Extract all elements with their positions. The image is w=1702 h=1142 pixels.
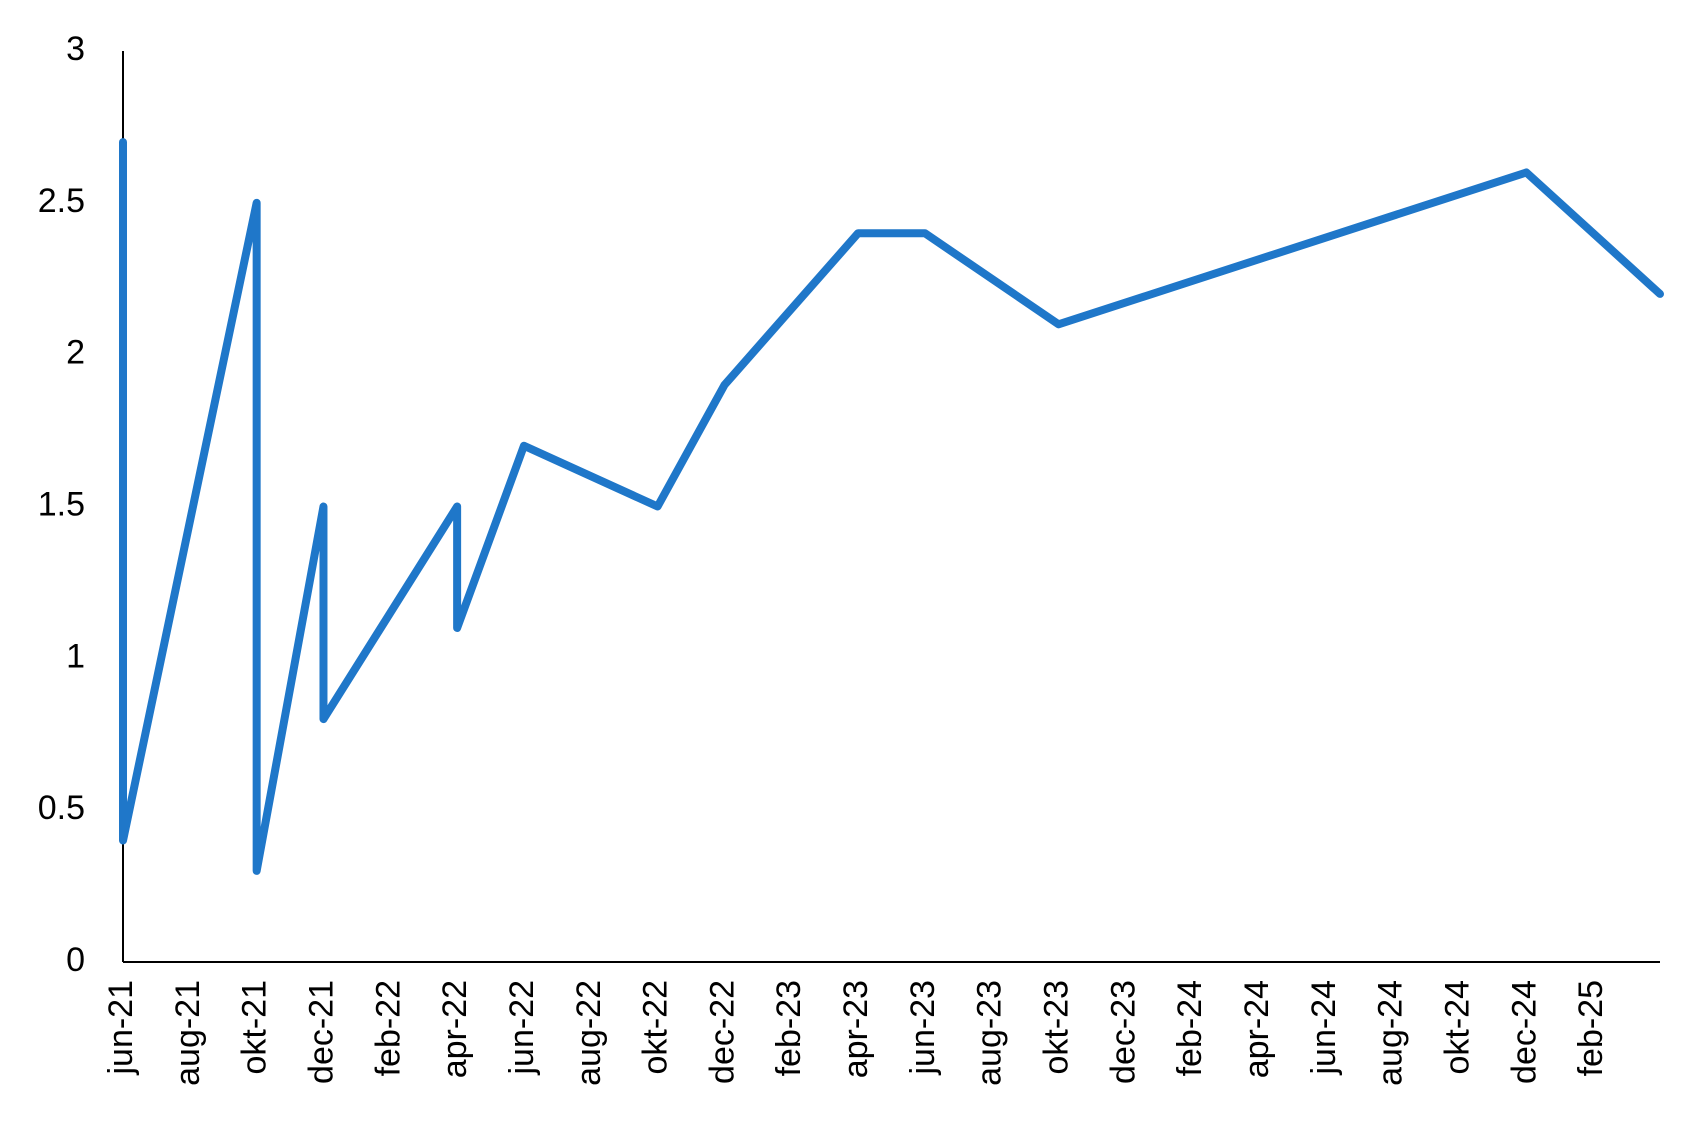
y-tick-label: 0.5 [38,789,85,827]
x-tick-label: feb-25 [1572,980,1610,1076]
x-tick-label: dec-22 [703,980,741,1084]
y-tick-label: 3 [66,30,85,68]
x-tick-label: apr-22 [436,980,474,1078]
x-tick-label: dec-23 [1104,980,1142,1084]
x-tick-label: feb-23 [770,980,808,1076]
y-tick-label: 1.5 [38,485,85,523]
x-tick-label: feb-24 [1171,980,1209,1076]
x-tick-label: aug-24 [1372,980,1410,1086]
x-tick-label: apr-24 [1238,980,1276,1078]
x-tick-label: jun-22 [503,980,541,1076]
x-tick-label: jun-23 [904,980,942,1076]
y-tick-label: 0 [66,941,85,979]
x-tick-label: feb-22 [369,980,407,1076]
x-tick-label: okt-22 [637,980,675,1075]
x-tick-label: aug-21 [169,980,207,1086]
x-tick-label: dec-24 [1505,980,1543,1084]
x-tick-label: okt-23 [1038,980,1076,1075]
x-tick-label: aug-23 [971,980,1009,1086]
x-tick-label: jun-24 [1305,980,1343,1076]
line-series [119,138,1664,875]
y-tick-label: 2.5 [38,182,85,220]
x-tick-label: dec-21 [302,980,340,1084]
y-tick-label: 1 [66,637,85,675]
x-tick-label: okt-24 [1439,980,1477,1075]
x-tick-label: aug-22 [570,980,608,1086]
x-tick-label: jun-21 [102,980,140,1076]
y-tick-label: 2 [66,334,85,372]
x-tick-label: apr-23 [837,980,875,1078]
x-tick-label: okt-21 [236,980,274,1075]
